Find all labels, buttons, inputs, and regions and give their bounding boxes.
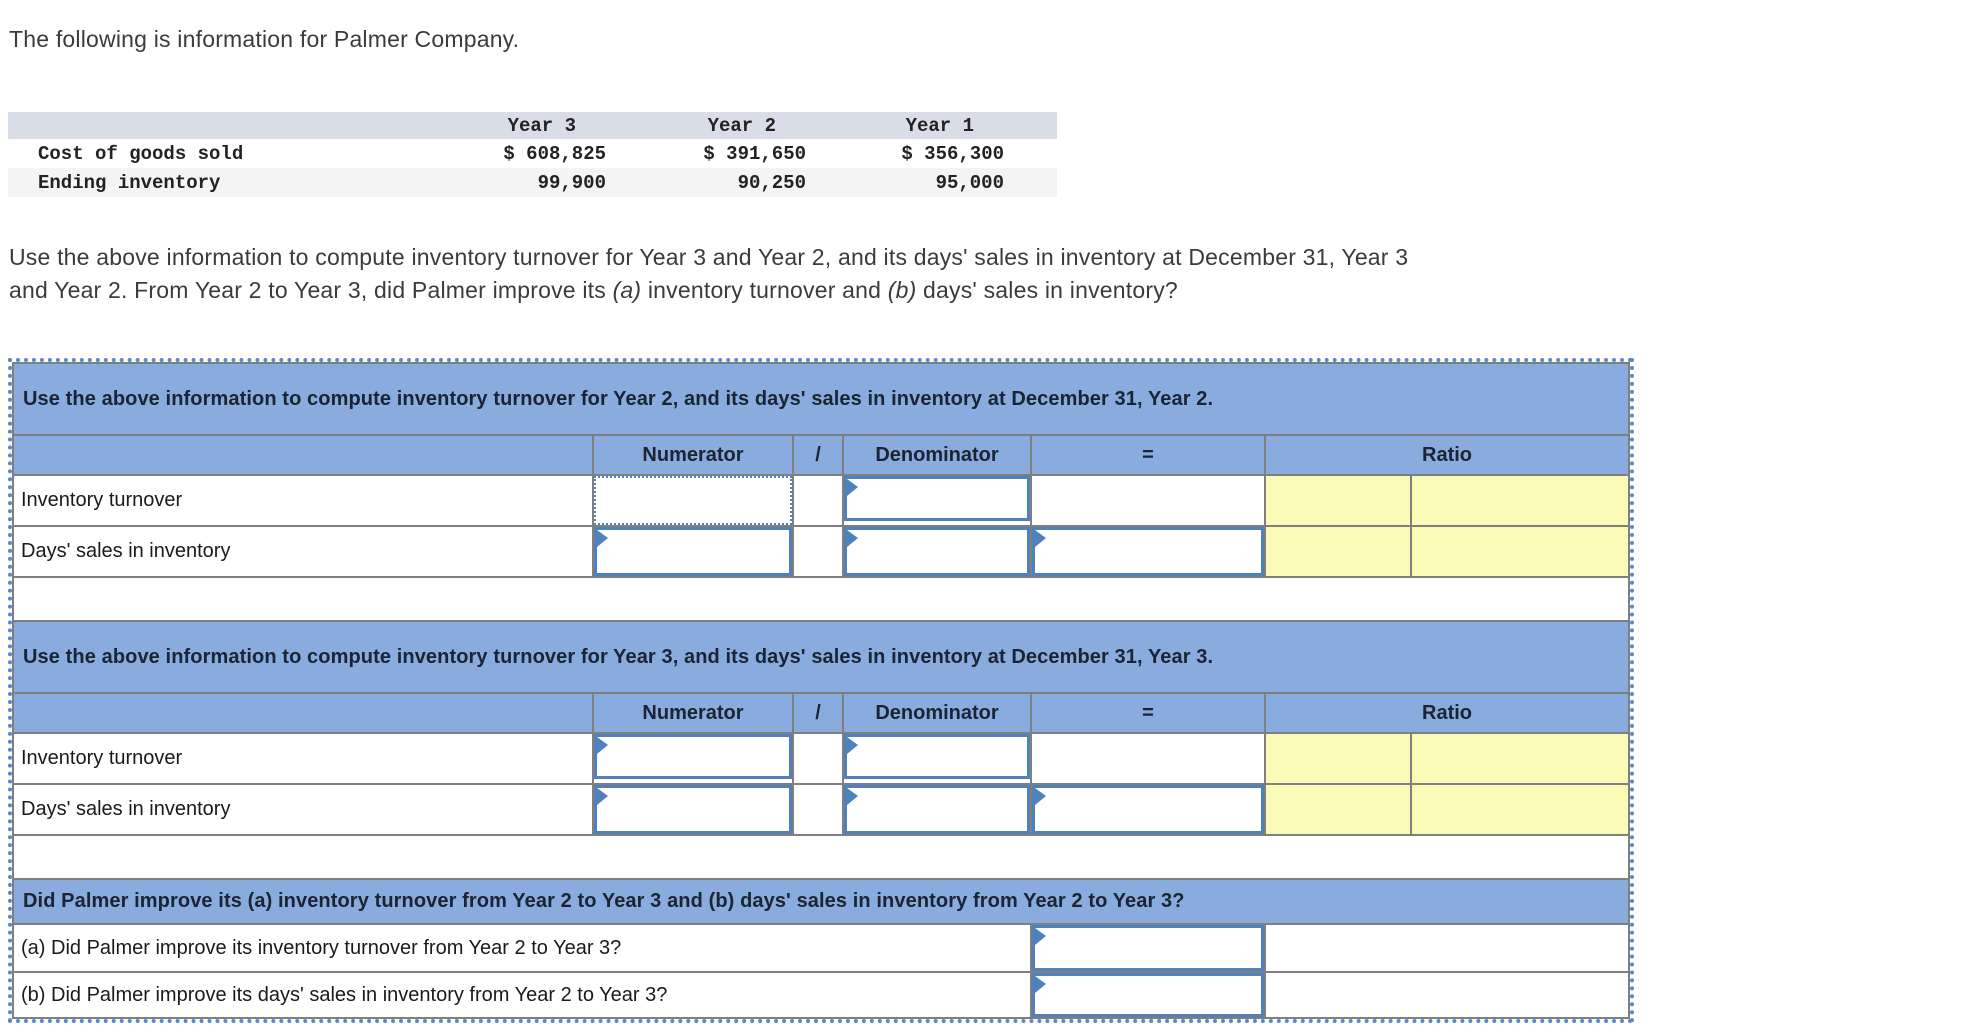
question-line2: and Year 2. From Year 2 to Year 3, did P… (9, 277, 1178, 303)
cogs-year3-value: $ 608,825 (503, 142, 606, 165)
slash-cell (794, 785, 842, 834)
y3-inventory-turnover-numerator-cell[interactable] (594, 734, 792, 783)
equals-cell (1032, 734, 1264, 783)
input-marker-icon (847, 737, 858, 754)
y3-days-sales-denominator-cell[interactable] (844, 785, 1030, 834)
input-marker-icon (847, 530, 858, 547)
empty-cell (1266, 973, 1628, 1017)
y2-inventory-turnover-denominator-cell[interactable] (844, 476, 1030, 525)
input-box[interactable] (594, 527, 792, 576)
cogs-year2-value: $ 391,650 (703, 142, 806, 165)
input-marker-icon (847, 788, 858, 805)
table-row: Cost of goods sold $ 608,825 $ 391,650 $… (8, 139, 1057, 168)
colheader-ratio: Ratio (1266, 436, 1628, 474)
y2-days-sales-ratio-cell-2 (1412, 527, 1628, 576)
input-marker-icon (597, 788, 608, 805)
y3-days-sales-ratio-cell-1 (1266, 785, 1410, 834)
table-header-row: Year 3 Year 2 Year 1 (8, 112, 1057, 139)
input-box[interactable] (1032, 973, 1264, 1017)
table-header-year1: Year 1 (905, 114, 974, 137)
question-line1: Use the above information to compute inv… (9, 244, 1409, 270)
section-year3-title: Use the above information to compute inv… (14, 622, 1628, 692)
colheader-ratio: Ratio (1266, 694, 1628, 732)
slash-cell (794, 734, 842, 783)
input-marker-icon (597, 530, 608, 547)
table-row: Ending inventory 99,900 90,250 95,000 (8, 168, 1057, 197)
y2-days-sales-equals-cell[interactable] (1032, 527, 1264, 576)
y2-inventory-turnover-ratio-cell-1 (1266, 476, 1410, 525)
improve-a-label: (a) Did Palmer improve its inventory tur… (14, 925, 1030, 971)
input-box[interactable] (594, 734, 792, 779)
colheader-numerator: Numerator (594, 694, 792, 732)
row-label-ending-inventory: Ending inventory (38, 171, 221, 194)
empty-cell (1266, 925, 1628, 971)
inventory-year2-value: 90,250 (737, 171, 806, 194)
colheader-slash: / (794, 436, 842, 474)
section-year2-title: Use the above information to compute inv… (14, 364, 1628, 434)
company-data-table: Year 3 Year 2 Year 1 Cost of goods sold … (8, 112, 1057, 197)
slash-cell (794, 476, 842, 525)
y3-inventory-turnover-ratio-cell-2 (1412, 734, 1628, 783)
improve-b-answer-cell[interactable] (1032, 973, 1264, 1017)
y2-inventory-turnover-label: Inventory turnover (14, 476, 592, 525)
table-header-year3: Year 3 (507, 114, 576, 137)
colheader-slash: / (794, 694, 842, 732)
input-box[interactable] (1032, 925, 1264, 971)
y2-days-sales-numerator-cell[interactable] (594, 527, 792, 576)
colheader-denominator: Denominator (844, 694, 1030, 732)
y3-days-sales-equals-cell[interactable] (1032, 785, 1264, 834)
focused-input-box[interactable] (594, 476, 792, 525)
worksheet-grid: Use the above information to compute inv… (12, 362, 1630, 1019)
intro-text: The following is information for Palmer … (9, 26, 520, 52)
input-marker-icon (847, 479, 858, 496)
input-box[interactable] (1032, 527, 1264, 576)
equals-cell (1032, 476, 1264, 525)
section-improve-title: Did Palmer improve its (a) inventory tur… (14, 880, 1628, 923)
colheader-equals: = (1032, 694, 1264, 732)
colheader-equals: = (1032, 436, 1264, 474)
y3-days-sales-numerator-cell[interactable] (594, 785, 792, 834)
inventory-year1-value: 95,000 (935, 171, 1004, 194)
input-box[interactable] (844, 476, 1030, 521)
y3-inventory-turnover-label: Inventory turnover (14, 734, 592, 783)
slash-cell (794, 527, 842, 576)
y2-days-sales-label: Days' sales in inventory (14, 527, 592, 576)
inventory-year3-value: 99,900 (537, 171, 606, 194)
y3-days-sales-ratio-cell-2 (1412, 785, 1628, 834)
input-box[interactable] (844, 734, 1030, 779)
colheader-blank (14, 694, 592, 732)
table-header-empty (8, 112, 412, 139)
y3-inventory-turnover-ratio-cell-1 (1266, 734, 1410, 783)
improve-b-label: (b) Did Palmer improve its days' sales i… (14, 973, 1030, 1017)
table-header-year2: Year 2 (707, 114, 776, 137)
colheader-numerator: Numerator (594, 436, 792, 474)
row-label-cogs: Cost of goods sold (38, 142, 244, 165)
y2-inventory-turnover-ratio-cell-2 (1412, 476, 1628, 525)
spacer-row (14, 836, 1628, 878)
input-box[interactable] (1032, 785, 1264, 834)
cogs-year1-value: $ 356,300 (901, 142, 1004, 165)
worksheet: Use the above information to compute inv… (8, 358, 1634, 1023)
input-marker-icon (1035, 928, 1046, 945)
y2-days-sales-ratio-cell-1 (1266, 527, 1410, 576)
spacer-row (14, 578, 1628, 620)
colheader-denominator: Denominator (844, 436, 1030, 474)
input-box[interactable] (844, 527, 1030, 576)
input-marker-icon (597, 737, 608, 754)
input-box[interactable] (844, 785, 1030, 834)
colheader-blank (14, 436, 592, 474)
input-marker-icon (1035, 530, 1046, 547)
question-text: Use the above information to compute inv… (9, 241, 1408, 307)
improve-a-answer-cell[interactable] (1032, 925, 1264, 971)
input-marker-icon (1035, 976, 1046, 993)
input-box[interactable] (594, 785, 792, 834)
y2-inventory-turnover-numerator-cell[interactable] (594, 476, 792, 525)
y2-days-sales-denominator-cell[interactable] (844, 527, 1030, 576)
y3-inventory-turnover-denominator-cell[interactable] (844, 734, 1030, 783)
y3-days-sales-label: Days' sales in inventory (14, 785, 592, 834)
input-marker-icon (1035, 788, 1046, 805)
